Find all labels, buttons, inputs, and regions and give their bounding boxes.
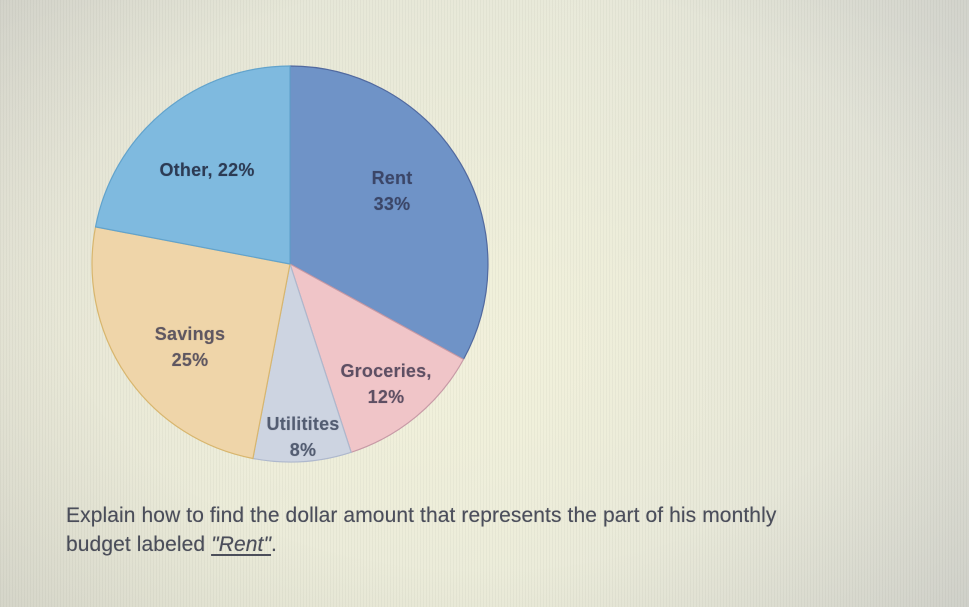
pie-chart: [91, 65, 489, 463]
pie-label-rent-line2: 33%: [373, 194, 411, 214]
question-rent-emphasis: "Rent": [211, 532, 272, 556]
question-line1: Explain how to find the dollar amount th…: [66, 504, 777, 527]
pie-label-savings-line2: 25%: [171, 350, 209, 370]
pie-label-groceries: Groceries, 12%: [340, 358, 431, 410]
question-line2-suffix: .: [271, 532, 277, 556]
pie-slice-other: [94, 65, 291, 265]
pie-slice-groceries: [289, 263, 465, 453]
pie-slice-utilitites: [252, 263, 352, 463]
pie-label-savings-line1: Savings: [154, 324, 226, 344]
pie-label-rent: Rent 33%: [372, 165, 413, 217]
pie-label-other-line1: Other, 22%: [159, 160, 255, 180]
pie-slice-savings: [91, 226, 291, 460]
question-line2-prefix: budget labeled: [66, 532, 212, 556]
pie-label-groceries-line1: Groceries,: [340, 361, 432, 381]
pie-label-rent-line1: Rent: [371, 168, 413, 188]
pie-slice-rent: [289, 65, 489, 360]
question-text: Explain how to find the dollar amount th…: [66, 502, 911, 559]
pie-label-other: Other, 22%: [159, 157, 254, 183]
pie-label-utilitites-line1: Utilitites: [266, 414, 340, 434]
pie-label-utilitites-line2: 8%: [289, 440, 317, 460]
pie-label-savings: Savings 25%: [155, 321, 225, 373]
pie-label-groceries-line2: 12%: [367, 387, 405, 407]
pie-label-utilitites: Utilitites 8%: [266, 411, 339, 463]
